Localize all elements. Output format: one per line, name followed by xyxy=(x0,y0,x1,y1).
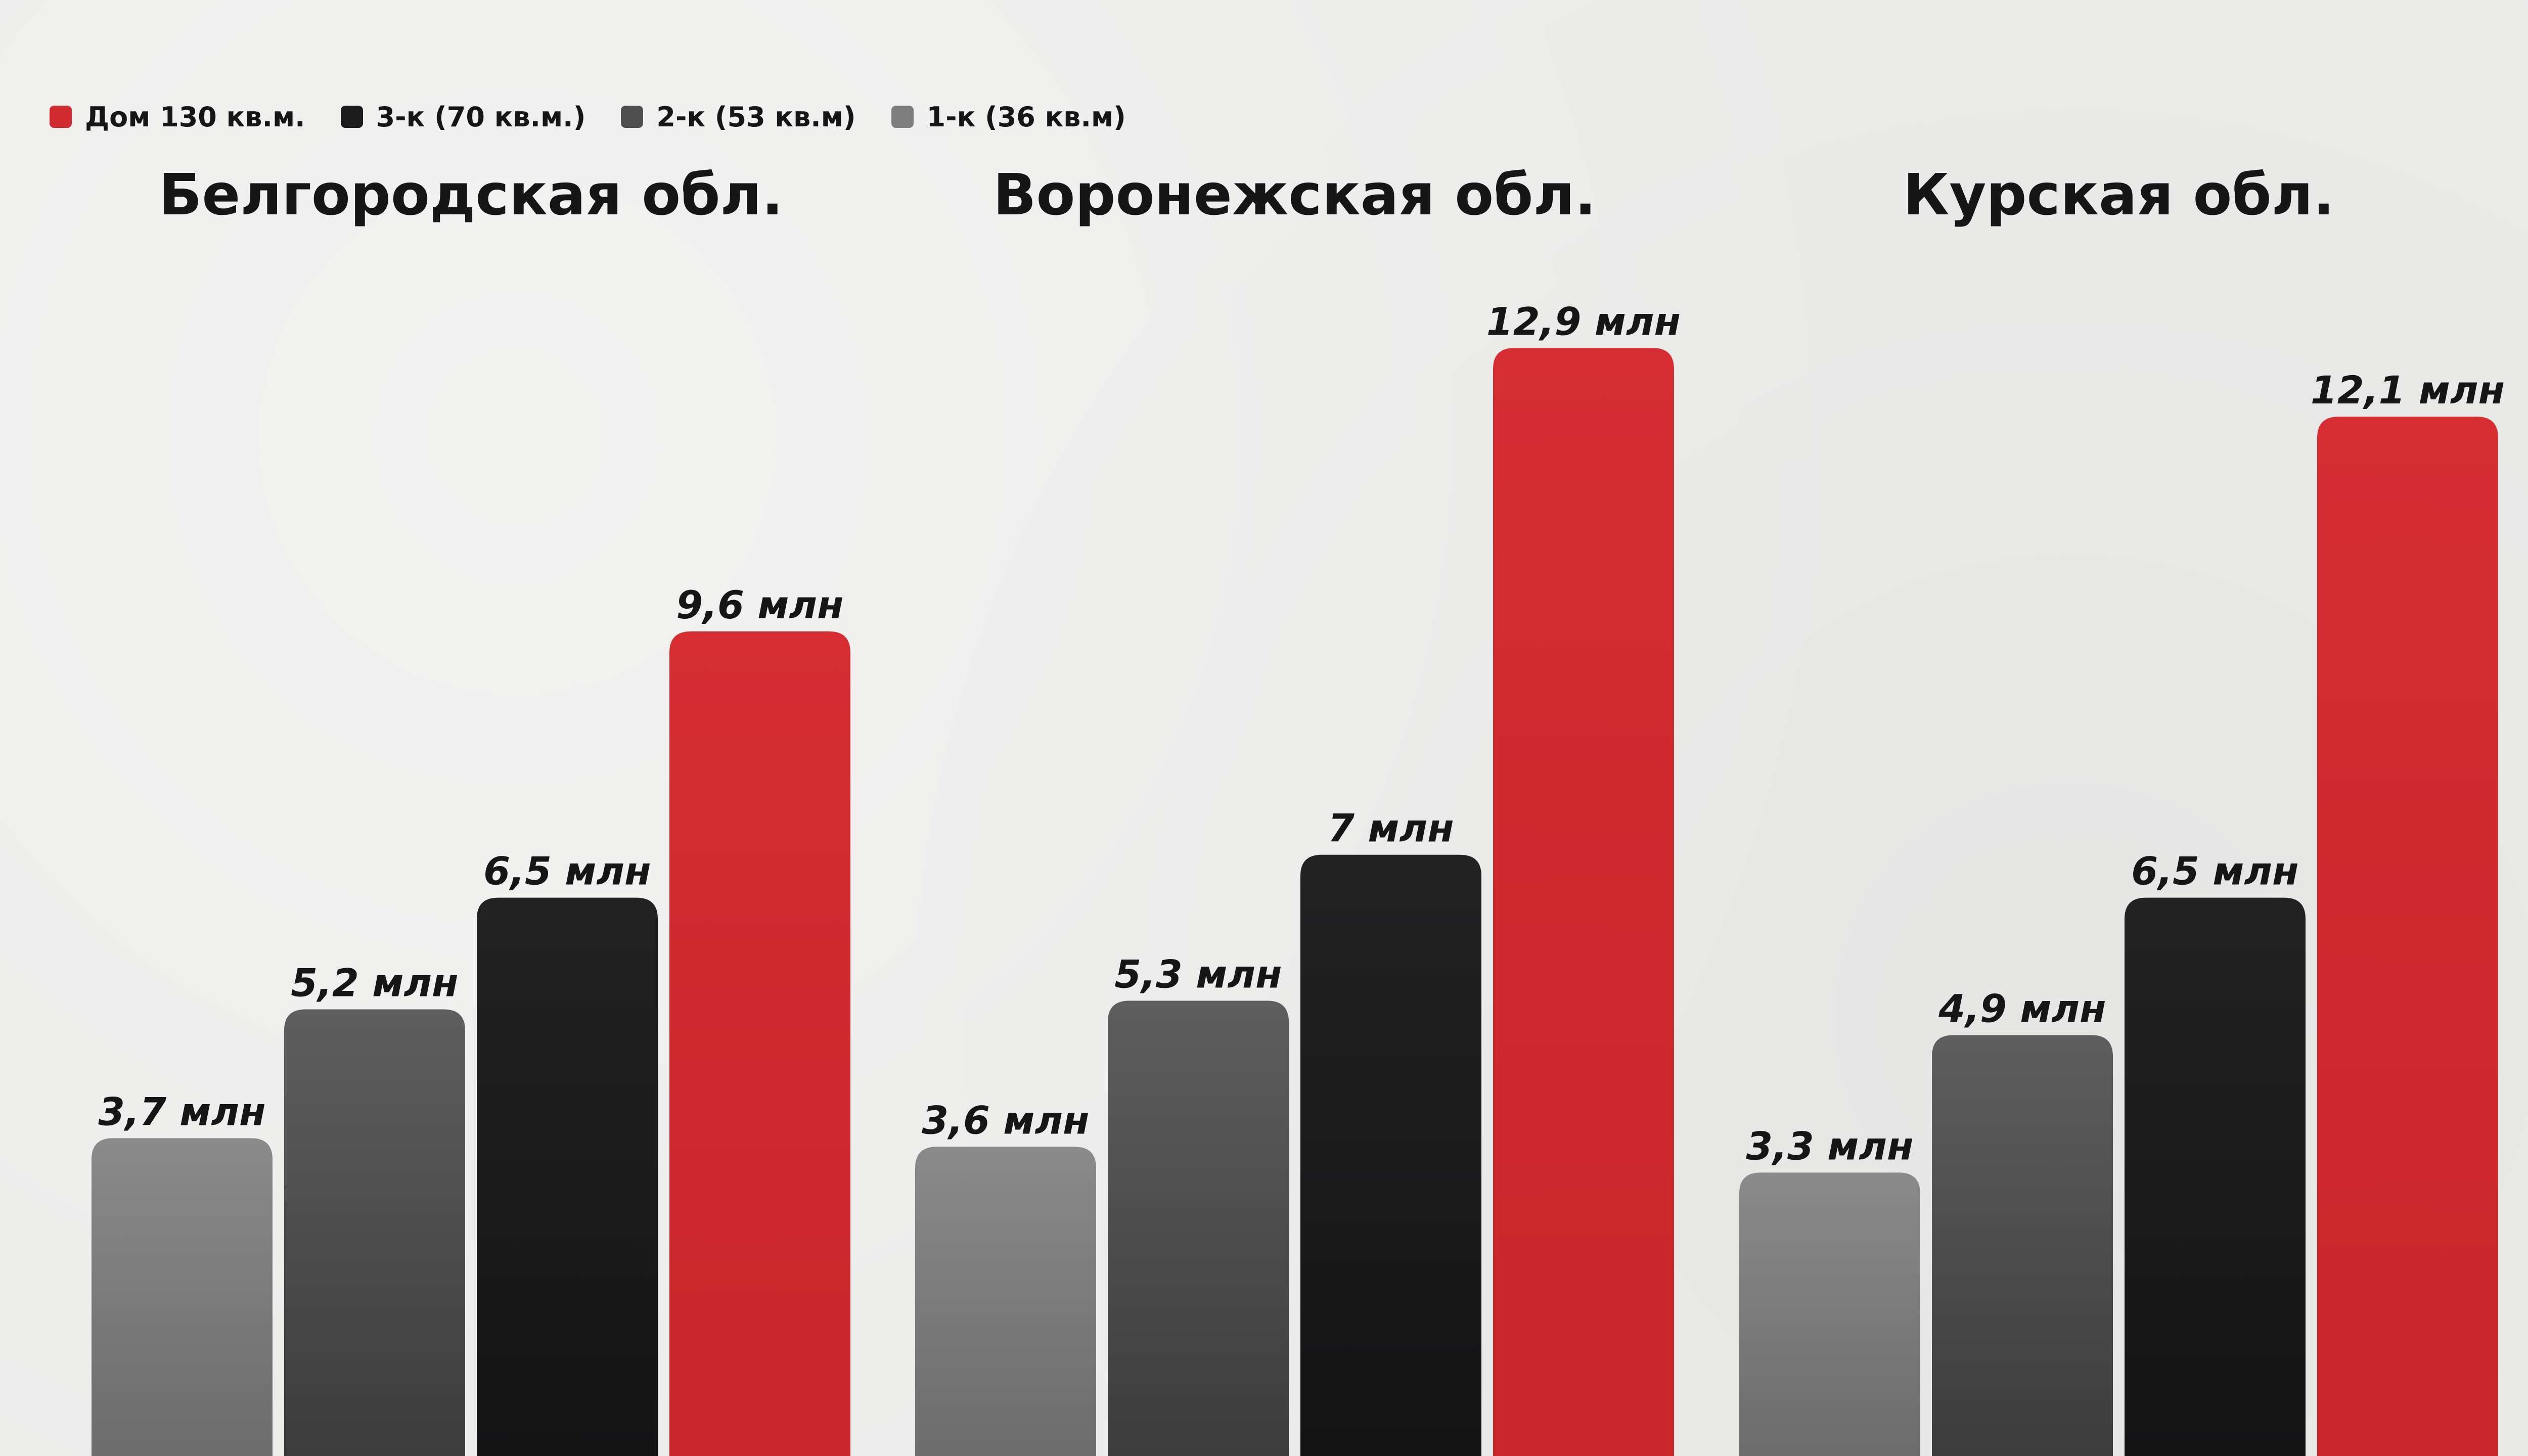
legend-label-2-room: 2-к (53 кв.м) xyxy=(656,101,856,133)
value-label-belgorod-house: 9,6 млн xyxy=(676,582,843,627)
bar-voronezh-house xyxy=(1493,348,1674,1456)
value-label-belgorod-3-room: 6,5 млн xyxy=(483,849,651,894)
legend-swatch-house xyxy=(50,106,72,128)
value-label-kursk-2-room: 4,9 млн xyxy=(1938,986,2106,1031)
value-label-belgorod-2-room: 5,2 млн xyxy=(291,961,458,1006)
panel-title-voronezh: Воронежская обл. xyxy=(993,162,1596,228)
bar-kursk-3-room xyxy=(2125,897,2306,1456)
legend-swatch-2-room xyxy=(621,106,644,128)
value-label-kursk-3-room: 6,5 млн xyxy=(2131,849,2298,894)
legend-label-1-room: 1-к (36 кв.м) xyxy=(926,101,1126,133)
value-label-kursk-house: 12,1 млн xyxy=(2311,368,2505,413)
legend-label-3-room: 3-к (70 кв.м.) xyxy=(376,101,586,133)
value-label-voronezh-house: 12,9 млн xyxy=(1486,299,1681,344)
legend-swatch-1-room xyxy=(891,106,914,128)
legend-item-house: Дом 130 кв.м. xyxy=(50,101,305,133)
bar-voronezh-1-room xyxy=(915,1147,1096,1456)
bar-voronezh-2-room xyxy=(1108,1000,1289,1456)
legend-label-house: Дом 130 кв.м. xyxy=(85,101,305,133)
bar-kursk-2-room xyxy=(1932,1035,2113,1456)
bar-kursk-1-room xyxy=(1739,1172,1920,1456)
legend-item-1-room: 1-к (36 кв.м) xyxy=(891,101,1126,133)
panel-title-kursk: Курская обл. xyxy=(1903,162,2335,228)
value-label-voronezh-3-room: 7 млн xyxy=(1328,806,1454,851)
bars-group xyxy=(92,348,2498,1456)
bar-kursk-house xyxy=(2317,417,2498,1456)
chart-legend: Дом 130 кв.м. 3-к (70 кв.м.) 2-к (53 кв.… xyxy=(50,99,1126,134)
legend-item-2-room: 2-к (53 кв.м) xyxy=(621,101,856,133)
value-labels-group: 3,7 млн 5,2 млн 6,5 млн 9,6 млн 3,6 млн 5,3 м… xyxy=(98,299,2505,1168)
value-label-belgorod-1-room: 3,7 млн xyxy=(98,1089,265,1134)
value-label-voronezh-2-room: 5,3 млн xyxy=(1114,952,1282,997)
value-label-kursk-1-room: 3,3 млн xyxy=(1746,1123,1913,1168)
bar-belgorod-1-room xyxy=(92,1138,273,1456)
bar-belgorod-3-room xyxy=(477,897,658,1456)
bar-voronezh-3-room xyxy=(1300,854,1481,1456)
panel-title-belgorod: Белгородская обл. xyxy=(158,162,783,228)
legend-swatch-3-room xyxy=(340,106,363,128)
value-label-voronezh-1-room: 3,6 млн xyxy=(922,1098,1089,1143)
bar-belgorod-2-room xyxy=(284,1009,465,1456)
legend-item-3-room: 3-к (70 кв.м.) xyxy=(340,101,586,133)
bar-belgorod-house xyxy=(669,631,850,1456)
